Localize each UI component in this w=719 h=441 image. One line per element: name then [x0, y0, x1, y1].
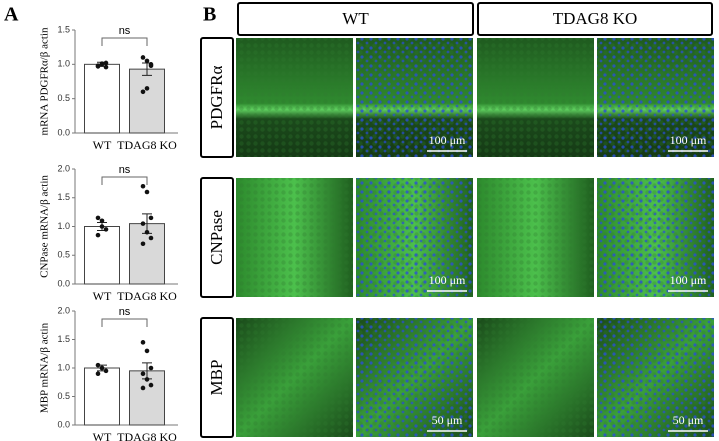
nuclei-overlay — [597, 178, 714, 297]
micrograph-texture — [236, 38, 353, 157]
row-label-box — [200, 37, 234, 158]
y-tick-label: 1.0 — [57, 362, 70, 372]
column-header-box — [237, 2, 474, 36]
scale-bar-label: 100 μm — [429, 133, 466, 147]
x-tick-label: WT — [93, 138, 112, 152]
data-point — [95, 362, 101, 368]
micrograph-texture — [236, 318, 353, 437]
data-point — [140, 340, 146, 345]
column-header: TDAG8 KO — [553, 9, 638, 28]
data-point — [144, 348, 150, 354]
data-point — [144, 58, 150, 64]
x-tick-label: TDAG8 KO — [117, 138, 177, 152]
y-tick-label: 0.0 — [57, 278, 70, 288]
y-tick-label: 1.5 — [57, 192, 70, 202]
column-header: WT — [342, 9, 369, 28]
micrograph-texture — [477, 178, 594, 297]
data-point — [140, 371, 146, 377]
y-tick-label: 0.5 — [57, 391, 70, 401]
scale-bar-label: 50 μm — [432, 413, 463, 427]
nuclei-overlay — [356, 318, 473, 437]
y-axis-label: MBP mRNA/β actin — [39, 322, 51, 413]
y-tick-label: 1.5 — [57, 24, 70, 34]
data-point — [99, 365, 105, 371]
scale-bar-label: 100 μm — [670, 133, 707, 147]
data-point — [95, 63, 101, 69]
nuclei-overlay — [597, 318, 714, 437]
data-point — [103, 368, 109, 374]
y-tick-label: 0.5 — [57, 93, 70, 103]
data-point — [95, 215, 101, 221]
scale-bar-label: 100 μm — [429, 273, 466, 287]
data-point — [103, 60, 109, 66]
significance-bracket — [101, 176, 148, 185]
y-axis-label: mRNA PDGFRα/β actin — [39, 27, 51, 135]
row-label: CNPase — [207, 210, 226, 265]
significance-bracket — [101, 37, 148, 46]
y-tick-label: 0.0 — [57, 127, 70, 137]
y-tick-label: 1.5 — [57, 334, 70, 344]
x-tick-label: TDAG8 KO — [117, 430, 177, 441]
y-tick-label: 0.0 — [57, 419, 70, 429]
micrograph-texture — [477, 38, 594, 157]
data-point — [95, 371, 101, 377]
data-point — [144, 377, 150, 382]
y-tick-label: 2.0 — [57, 163, 70, 173]
panel-label: B — [203, 4, 216, 26]
y-tick-label: 2.0 — [57, 305, 70, 315]
y-axis-label: CNPase mRNA/β actin — [39, 175, 51, 278]
micrograph-texture — [477, 318, 594, 437]
row-label: MBP — [207, 360, 226, 396]
data-point — [144, 229, 150, 235]
bar — [84, 367, 120, 426]
nuclei-overlay — [356, 178, 473, 297]
data-point — [140, 385, 146, 391]
data-point — [148, 235, 154, 241]
data-point — [148, 63, 154, 69]
data-point — [99, 218, 105, 224]
data-point — [140, 55, 146, 60]
data-point — [148, 365, 154, 371]
x-tick-label: TDAG8 KO — [117, 289, 177, 303]
nuclei-overlay — [356, 38, 473, 157]
x-tick-label: WT — [93, 289, 112, 303]
scale-bar-label: 50 μm — [673, 413, 704, 427]
annotation: ns — [119, 164, 131, 176]
row-label-box — [200, 317, 234, 438]
data-point — [103, 227, 109, 232]
scale-bar-label: 100 μm — [670, 273, 707, 287]
nuclei-overlay — [597, 38, 714, 157]
bar — [84, 226, 120, 285]
data-point — [144, 189, 150, 195]
data-point — [140, 221, 146, 226]
x-tick-label: WT — [93, 430, 112, 441]
row-label: PDGFRα — [207, 66, 226, 130]
significance-bracket — [101, 318, 148, 327]
data-point — [99, 61, 105, 66]
data-point — [144, 86, 150, 91]
data-point — [140, 183, 146, 189]
data-point — [148, 382, 154, 388]
data-point — [99, 224, 105, 229]
annotation: ns — [119, 25, 131, 37]
data-point — [95, 232, 101, 238]
data-point — [140, 241, 146, 247]
y-tick-label: 0.5 — [57, 250, 70, 260]
data-point — [140, 89, 146, 95]
micrograph-texture — [236, 178, 353, 297]
y-tick-label: 1.0 — [57, 59, 70, 69]
column-header-box — [477, 2, 713, 36]
row-label-box — [200, 177, 234, 298]
panel-label: A — [4, 4, 19, 26]
annotation: ns — [119, 306, 131, 318]
data-point — [148, 215, 154, 221]
y-tick-label: 1.0 — [57, 221, 70, 231]
data-point — [103, 64, 109, 70]
bar — [84, 63, 120, 134]
bar — [129, 68, 165, 134]
